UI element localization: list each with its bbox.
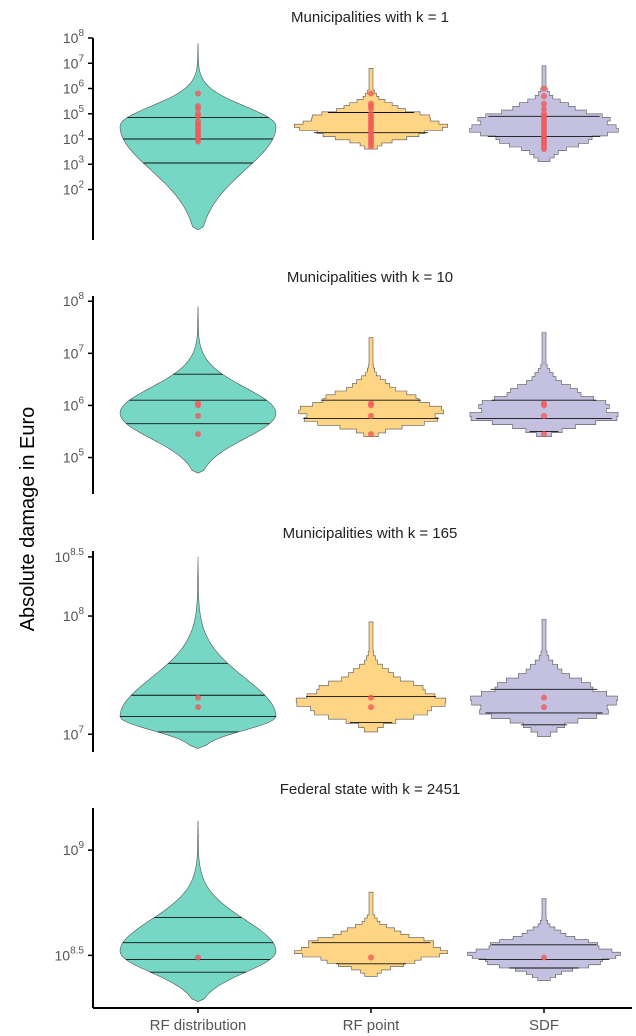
panel-3: Municipalities with k = 165 108.5 108 107 [55,525,618,752]
y-tick-label: 108 [63,28,85,46]
y-tick-exponent: 6 [78,395,84,406]
y-tick-label: 103 [63,154,85,172]
y-tick-exponent: 5 [78,448,84,459]
data-point [541,431,547,438]
data-point [195,954,201,961]
violin-body [294,891,448,977]
violin-rf-distribution [119,820,277,1003]
x-label-rf-point: RF point [343,1017,401,1034]
y-tick-exponent: 4 [78,129,84,140]
data-point [195,694,201,701]
y-tick-label: 108.5 [55,547,85,565]
data-point [541,412,547,419]
data-point [541,93,547,100]
y-axis-title: Absolute damage in Euro [17,407,39,632]
violin-body [295,621,447,733]
y-tick-label: 104 [63,129,85,147]
data-point [368,704,374,711]
violin-sdf [469,65,619,162]
data-point [541,704,547,711]
violin-body [119,820,277,1003]
data-point [195,105,201,112]
y-tick-exponent: 7 [78,53,84,64]
data-point [195,90,201,97]
violin-sdf [467,898,621,981]
violin-rf-distribution [119,306,277,474]
violin-body [298,337,444,437]
violin-rf-distribution [119,556,277,749]
data-point [368,431,374,438]
data-point [541,402,547,409]
y-tick-exponent: 8 [78,291,84,302]
x-label-sdf: SDF [529,1017,559,1034]
data-point [195,113,201,120]
y-tick-label: 106 [63,395,85,413]
panel-title: Federal state with k = 2451 [280,781,461,798]
data-point [368,954,374,961]
y-tick-label: 108.5 [55,945,85,963]
y-tick-label: 105 [63,448,85,466]
data-point [368,694,374,701]
chart-panels: Municipalities with k = 1 108 107 106 105 104… [55,9,621,1008]
violin-body [470,619,618,737]
data-point [195,138,201,145]
y-tick-label: 107 [63,343,85,361]
data-point [541,954,547,961]
data-point [541,85,547,92]
panel-4: Federal state with k = 2451 109 108.5 [55,781,621,1008]
y-tick-exponent: 5 [78,104,84,115]
data-point [195,431,201,438]
violin-rf-distribution [119,43,277,231]
y-tick-exponent: 8 [78,606,84,617]
panel-2: Municipalities with k = 10 108 107 106 105 [63,269,619,494]
y-tick-exponent: 8.5 [70,945,84,956]
data-point [368,412,374,419]
y-tick-label: 105 [63,104,85,122]
data-point [541,694,547,701]
violin-body [469,332,619,437]
data-point [368,105,374,112]
panel-1: Municipalities with k = 1 108 107 106 105 104… [63,9,619,240]
y-tick-exponent: 9 [78,840,84,851]
y-tick-exponent: 7 [78,343,84,354]
y-tick-exponent: 2 [78,180,84,191]
y-tick-label: 108 [63,606,85,624]
data-point [195,704,201,711]
y-tick-exponent: 8 [78,28,84,39]
violin-sdf [469,332,619,438]
x-axis-labels: RF distribution RF point SDF [93,1007,632,1034]
data-point [195,402,201,409]
y-tick-exponent: 6 [78,79,84,90]
y-tick-label: 107 [63,53,85,71]
x-label-rf-distribution: RF distribution [150,1017,247,1034]
data-point [368,90,374,97]
violin-body [467,898,621,981]
violin-rf-point [298,337,444,438]
data-point [541,100,547,107]
panel-title: Municipalities with k = 1 [291,9,449,26]
panel-title: Municipalities with k = 10 [287,269,453,286]
violin-body [119,556,277,749]
y-tick-exponent: 8.5 [70,547,84,558]
violin-body [119,306,277,474]
violin-rf-point [294,891,448,977]
y-tick-exponent: 3 [78,154,84,165]
y-tick-label: 109 [63,840,85,858]
data-point [195,412,201,419]
data-point [368,402,374,409]
violin-rf-point [294,68,448,150]
y-tick-exponent: 7 [78,724,84,735]
panel-title: Municipalities with k = 165 [283,525,458,542]
y-tick-label: 106 [63,79,85,97]
data-point [368,143,374,150]
violin-sdf [470,619,618,737]
data-point [541,105,547,112]
y-tick-label: 108 [63,291,85,309]
y-tick-label: 107 [63,724,85,742]
data-point [541,146,547,153]
y-tick-label: 102 [63,180,85,198]
violin-rf-point [295,621,447,733]
